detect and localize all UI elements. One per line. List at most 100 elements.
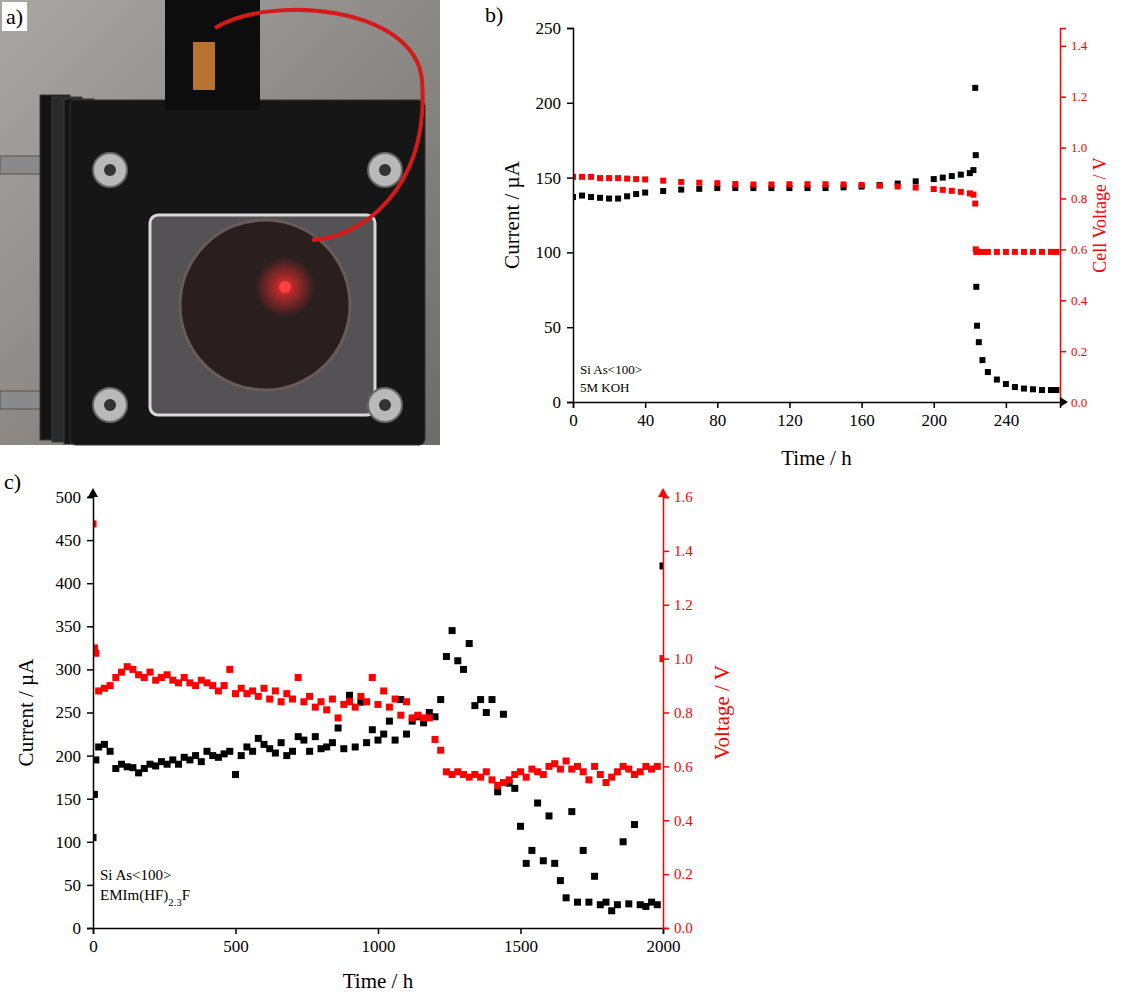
axis: 0500100015002000 (89, 928, 680, 956)
data-point (940, 187, 946, 193)
data-point (175, 761, 182, 768)
tick-mark (87, 626, 93, 628)
plot-marks (573, 85, 1059, 393)
data-point (976, 339, 982, 345)
tick-label: 0 (73, 919, 82, 938)
figure: a)040801201602002400501001502002500.00.2… (0, 0, 1128, 1004)
data-point (931, 186, 937, 192)
tick-label: 0.0 (674, 920, 693, 936)
tick: 150 (56, 790, 94, 809)
tick: 350 (56, 617, 94, 636)
data-point (1053, 249, 1059, 255)
tick: 1.6 (663, 489, 693, 505)
data-point (1048, 249, 1054, 255)
tick: 250 (536, 19, 574, 38)
tick-mark (663, 712, 669, 714)
data-point (585, 776, 592, 783)
chart-panel: 0500100015002000050100150200250300350400… (4, 469, 734, 993)
data-point (678, 187, 684, 193)
tick-label: 0.4 (674, 813, 693, 829)
data-point (1021, 386, 1027, 392)
data-point (352, 743, 359, 750)
data-point (931, 176, 937, 182)
data-point (489, 696, 496, 703)
data-point (994, 377, 1000, 383)
tick-label: 160 (849, 411, 875, 430)
tick-mark (663, 820, 669, 822)
data-point (974, 323, 980, 329)
tick: 150 (536, 169, 574, 188)
data-point (363, 739, 370, 746)
tick-mark (1060, 96, 1066, 98)
data-point (551, 860, 558, 867)
tick: 450 (56, 531, 94, 550)
tick-label: 0.6 (674, 759, 693, 775)
axis-line (664, 498, 670, 929)
data-point (557, 877, 564, 884)
tick: 160 (849, 402, 875, 430)
tick: 200 (56, 747, 94, 766)
tick: 1.4 (1060, 38, 1088, 53)
data-point (859, 182, 865, 188)
data-point (523, 774, 530, 781)
tick-label: 450 (56, 531, 82, 550)
data-point (642, 176, 648, 182)
tick-mark (87, 842, 93, 844)
tick-mark (1060, 351, 1066, 353)
tick-label: 150 (56, 790, 82, 809)
data-point (823, 181, 829, 187)
data-point (329, 696, 336, 703)
tick: 80 (709, 402, 726, 430)
tick-label: 0.2 (674, 866, 693, 882)
data-point (1053, 387, 1059, 393)
data-point (221, 682, 228, 689)
tick-mark (87, 885, 93, 887)
tick-mark (1006, 402, 1008, 408)
data-point (232, 771, 239, 778)
data-point (972, 85, 978, 91)
panel-letter: c) (4, 469, 21, 494)
tick-mark (1060, 147, 1066, 149)
tick: 120 (777, 402, 803, 430)
tick-label: 0 (569, 411, 578, 430)
tick: 0 (553, 393, 574, 412)
data-point (1012, 384, 1018, 390)
data-point (238, 752, 245, 759)
data-point (380, 731, 387, 738)
data-point (369, 674, 376, 681)
data-point (714, 180, 720, 186)
data-point (346, 692, 353, 699)
tick: 400 (56, 574, 94, 593)
annotation: EMIm(HF)2.3F (100, 887, 190, 908)
data-point (226, 666, 233, 673)
data-point (940, 175, 946, 181)
tick-mark (567, 252, 573, 254)
tick-mark (87, 928, 93, 930)
tick-label: 2000 (647, 937, 681, 956)
data-point (958, 172, 964, 178)
tick: 0.6 (663, 759, 693, 775)
data-point (329, 739, 336, 746)
data-point (375, 737, 382, 744)
data-point (949, 173, 955, 179)
data-point (563, 894, 570, 901)
y2-axis-title: Voltage / V (710, 665, 734, 760)
data-point (994, 249, 1000, 255)
tick-mark (87, 583, 93, 585)
tick-label: 100 (56, 833, 82, 852)
tick-label: 0.8 (674, 705, 693, 721)
screw (93, 153, 127, 187)
data-point (335, 714, 342, 721)
data-point (1048, 387, 1054, 393)
annotation: Si As<100> (580, 362, 642, 377)
data-point (624, 193, 630, 199)
data-point (580, 768, 587, 775)
data-point (312, 733, 319, 740)
tick-mark (789, 402, 791, 408)
data-point (386, 704, 393, 711)
data-point (340, 745, 347, 752)
data-point (352, 704, 359, 711)
tick: 200 (921, 402, 947, 430)
plot-marks (93, 520, 663, 914)
tick-label: 240 (994, 411, 1020, 430)
